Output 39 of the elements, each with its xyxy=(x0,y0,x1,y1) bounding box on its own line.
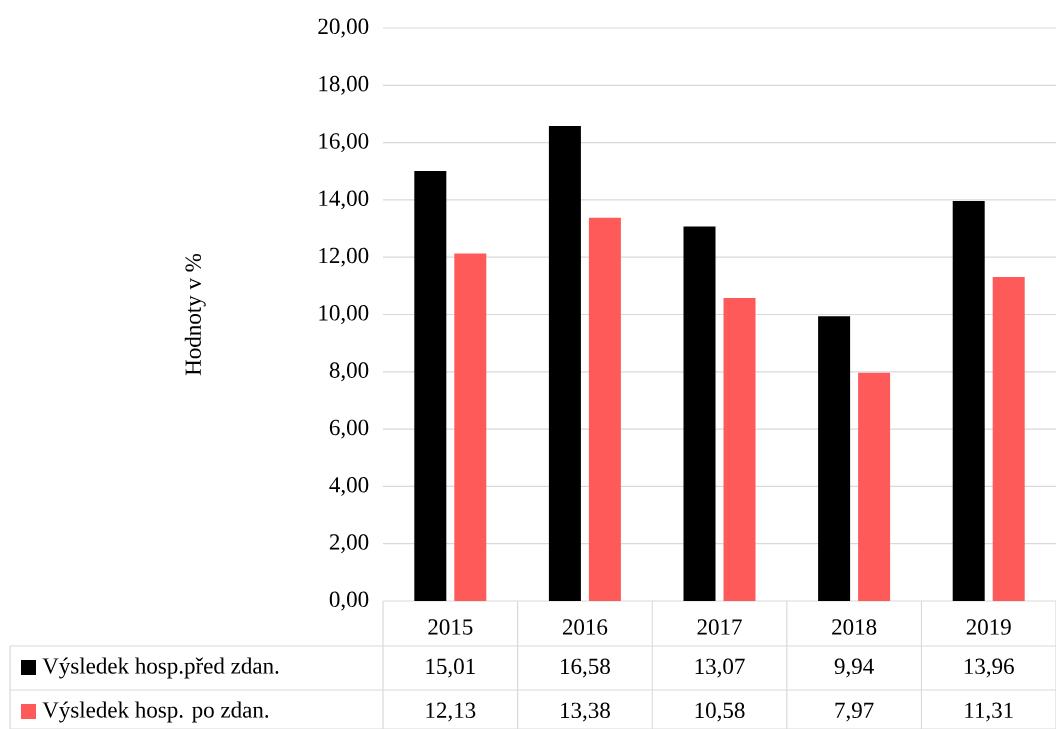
data-label: 12,13 xyxy=(426,702,476,722)
y-tick-label: 0,00 xyxy=(329,591,369,611)
y-axis-title: Hodnoty v % xyxy=(184,253,206,376)
legend-label: Výsledek hosp. po zdan. xyxy=(42,701,269,723)
bar xyxy=(548,125,581,601)
x-tick-label: 2016 xyxy=(562,619,608,635)
bar xyxy=(588,217,621,601)
bar xyxy=(414,170,447,601)
y-tick-label: 16,00 xyxy=(319,133,369,153)
y-tick-label: 18,00 xyxy=(319,75,369,95)
data-label: 10,58 xyxy=(695,702,745,722)
bar xyxy=(723,297,756,601)
bar xyxy=(683,226,716,601)
x-tick-label: 2017 xyxy=(697,619,742,635)
data-label: 13,38 xyxy=(561,702,610,722)
bar xyxy=(992,276,1025,601)
bar xyxy=(952,201,985,601)
data-label: 13,07 xyxy=(695,658,745,678)
legend-label: Výsledek hosp.před zdan. xyxy=(42,657,279,679)
data-label: 9,94 xyxy=(834,658,874,678)
x-tick-label: 2015 xyxy=(428,619,473,635)
bar xyxy=(858,372,891,601)
y-tick-label: 14,00 xyxy=(319,190,369,210)
y-tick-label: 20,00 xyxy=(318,18,369,38)
y-tick-label: 6,00 xyxy=(329,419,369,439)
data-label: 7,97 xyxy=(835,702,874,722)
y-tick-label: 10,00 xyxy=(319,305,369,324)
x-tick-label: 2019 xyxy=(966,619,1011,635)
data-label: 16,58 xyxy=(561,658,610,678)
bar xyxy=(454,253,487,601)
x-tick-label: 2018 xyxy=(832,619,877,635)
y-tick-label: 4,00 xyxy=(329,476,369,496)
y-tick-label: 2,00 xyxy=(329,534,369,554)
y-tick-label: 12,00 xyxy=(319,247,369,267)
data-label: 11,31 xyxy=(965,702,1013,722)
data-label: 15,01 xyxy=(426,658,475,678)
data-label: 13,96 xyxy=(964,658,1014,678)
y-tick-label: 8,00 xyxy=(329,362,369,382)
bar xyxy=(818,316,851,601)
